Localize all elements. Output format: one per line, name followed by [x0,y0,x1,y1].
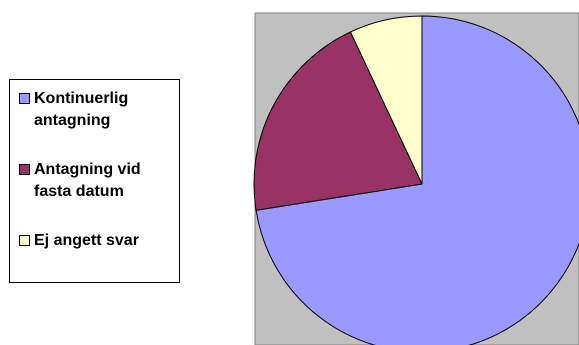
slice-ej-angett [349,15,423,185]
slice-kontinuerlig [255,15,579,345]
legend-label-kontinuerlig: Kontinuerlig antagning [34,90,129,129]
legend-swatch-kontinuerlig [19,93,30,104]
legend-label-fasta-datum: Antagning vid fasta datum [34,161,141,200]
legend: Kontinuerlig antagning Antagning vid fas… [9,79,180,283]
slice-fasta-datum [253,31,423,211]
legend-item-ej-angett: Ej angett svar [19,230,179,252]
pie-slices [253,15,579,345]
legend-swatch-ej-angett [19,235,30,246]
legend-item-fasta-datum: Antagning vid fasta datum [19,159,179,203]
legend-swatch-fasta-datum [19,164,30,175]
legend-label-ej-angett: Ej angett svar [34,232,139,249]
legend-item-kontinuerlig: Kontinuerlig antagning [19,88,179,132]
